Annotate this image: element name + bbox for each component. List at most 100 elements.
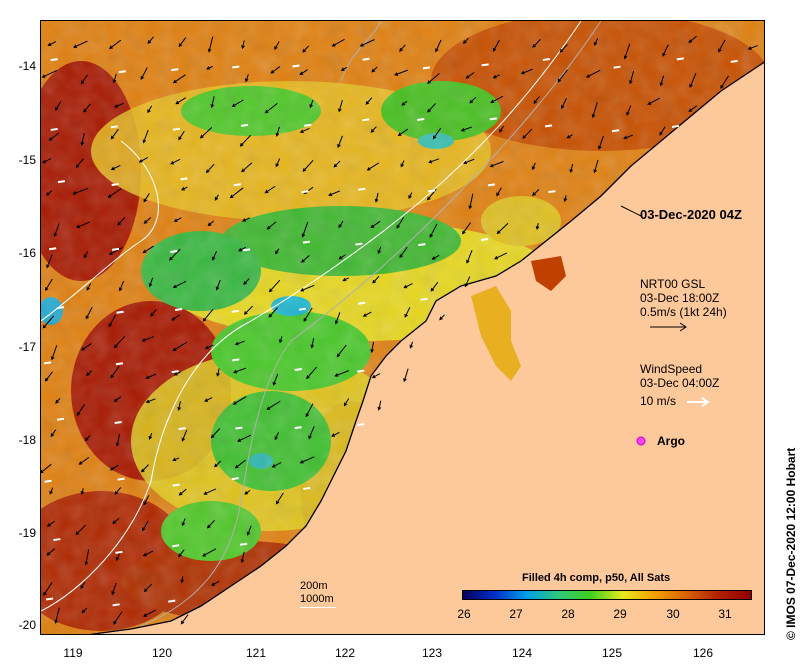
sst-map-canvas bbox=[41, 21, 764, 634]
wind-arrow bbox=[357, 301, 366, 305]
current-arrow bbox=[396, 216, 405, 229]
current-arrow bbox=[148, 432, 153, 440]
current-arrow bbox=[210, 428, 221, 439]
argo-label: Argo bbox=[657, 434, 685, 448]
current-arrow bbox=[377, 400, 382, 411]
current-arrow bbox=[80, 74, 88, 85]
current-arrow bbox=[720, 75, 729, 89]
current-arrow bbox=[178, 549, 185, 558]
current-arrow bbox=[180, 614, 189, 625]
colorbar-gradient bbox=[462, 590, 752, 600]
current-arrow bbox=[109, 464, 119, 471]
current-arrow bbox=[42, 315, 55, 329]
current-arrow bbox=[340, 66, 348, 71]
current-arrow bbox=[80, 132, 85, 146]
current-arrow bbox=[143, 583, 153, 593]
wind-arrow bbox=[481, 63, 489, 67]
isobath-1000m-label: 1000m bbox=[300, 593, 334, 605]
wind-arrow bbox=[417, 118, 425, 122]
current-arrow bbox=[229, 187, 244, 199]
current-arrow bbox=[216, 368, 220, 377]
current-arrow bbox=[81, 607, 88, 614]
current-arrow bbox=[338, 254, 346, 260]
current-arrow bbox=[243, 305, 254, 315]
colorbar-tick: 28 bbox=[561, 607, 575, 621]
x-tick-label: 122 bbox=[334, 646, 356, 660]
colorbar-tick: 26 bbox=[457, 607, 471, 621]
wind-arrow bbox=[178, 427, 186, 431]
current-arrow bbox=[113, 102, 125, 108]
current-arrow bbox=[50, 429, 57, 437]
current-arrow bbox=[494, 252, 508, 260]
current-arrow bbox=[563, 195, 568, 203]
current-arrow bbox=[370, 220, 381, 229]
wind-arrow bbox=[231, 477, 239, 481]
current-arrow bbox=[76, 404, 86, 416]
current-arrow bbox=[178, 130, 185, 141]
current-arrow bbox=[46, 190, 53, 196]
current-arrow bbox=[520, 68, 534, 75]
current-arrow bbox=[623, 134, 633, 140]
wind-arrow bbox=[111, 247, 120, 251]
current-arrow bbox=[264, 103, 278, 114]
wind-arrow bbox=[544, 124, 553, 128]
wind-arrow bbox=[239, 542, 248, 546]
y-tick-label: -17 bbox=[18, 340, 36, 354]
wind-arrow bbox=[487, 183, 496, 187]
current-arrow bbox=[468, 193, 474, 210]
current-arrow bbox=[647, 97, 661, 105]
x-tick-label: 120 bbox=[151, 646, 173, 660]
wind-arrow bbox=[298, 307, 307, 311]
current-arrow bbox=[114, 487, 122, 495]
current-arrow bbox=[626, 105, 632, 116]
current-arrow bbox=[629, 70, 635, 85]
current-arrow bbox=[244, 489, 251, 495]
current-arrow bbox=[466, 249, 473, 264]
current-arrow bbox=[469, 96, 477, 104]
current-arrow bbox=[299, 127, 310, 133]
wind-arrow bbox=[172, 483, 180, 487]
wind-arrow bbox=[114, 420, 122, 424]
current-arrow bbox=[110, 164, 121, 171]
wind-arrow bbox=[304, 123, 312, 127]
current-arrow bbox=[275, 158, 281, 168]
current-arrow bbox=[47, 41, 57, 47]
current-arrow bbox=[460, 126, 473, 132]
wind-arrow bbox=[613, 65, 621, 69]
current-arrow bbox=[108, 247, 123, 255]
current-arrow bbox=[110, 365, 120, 379]
wind-arrow bbox=[112, 603, 120, 607]
current-arrow bbox=[334, 370, 349, 377]
current-arrow bbox=[496, 222, 509, 235]
current-arrow bbox=[117, 216, 126, 226]
current-arrow bbox=[175, 97, 187, 105]
sst-map[interactable] bbox=[40, 20, 765, 635]
current-arrow bbox=[299, 69, 308, 76]
current-arrow bbox=[246, 525, 252, 536]
wind-arrow bbox=[480, 237, 489, 241]
wind-arrow bbox=[362, 118, 370, 122]
colorbar-tick: 30 bbox=[666, 607, 680, 621]
current-arrow bbox=[44, 371, 53, 382]
current-arrow bbox=[148, 277, 154, 288]
current-arrow bbox=[688, 105, 698, 112]
current-arrow bbox=[561, 98, 567, 110]
wind-arrow bbox=[428, 189, 436, 193]
current-arrow bbox=[532, 38, 541, 48]
current-arrow bbox=[338, 100, 343, 113]
current-arrow bbox=[401, 100, 408, 106]
current-arrow bbox=[569, 163, 574, 174]
current-arrow bbox=[343, 398, 350, 407]
current-arrow bbox=[83, 103, 91, 113]
current-arrow bbox=[232, 367, 247, 374]
wind-arrow bbox=[50, 58, 58, 62]
current-arrow bbox=[80, 581, 86, 590]
current-arrow bbox=[207, 36, 214, 53]
current-arrow bbox=[593, 159, 599, 174]
wind-arrow bbox=[115, 550, 123, 554]
current-arrow bbox=[331, 38, 345, 47]
wind-arrow bbox=[172, 127, 181, 131]
current-arrow bbox=[55, 398, 61, 404]
current-arrow bbox=[532, 189, 540, 196]
wind-arrow bbox=[44, 479, 52, 483]
